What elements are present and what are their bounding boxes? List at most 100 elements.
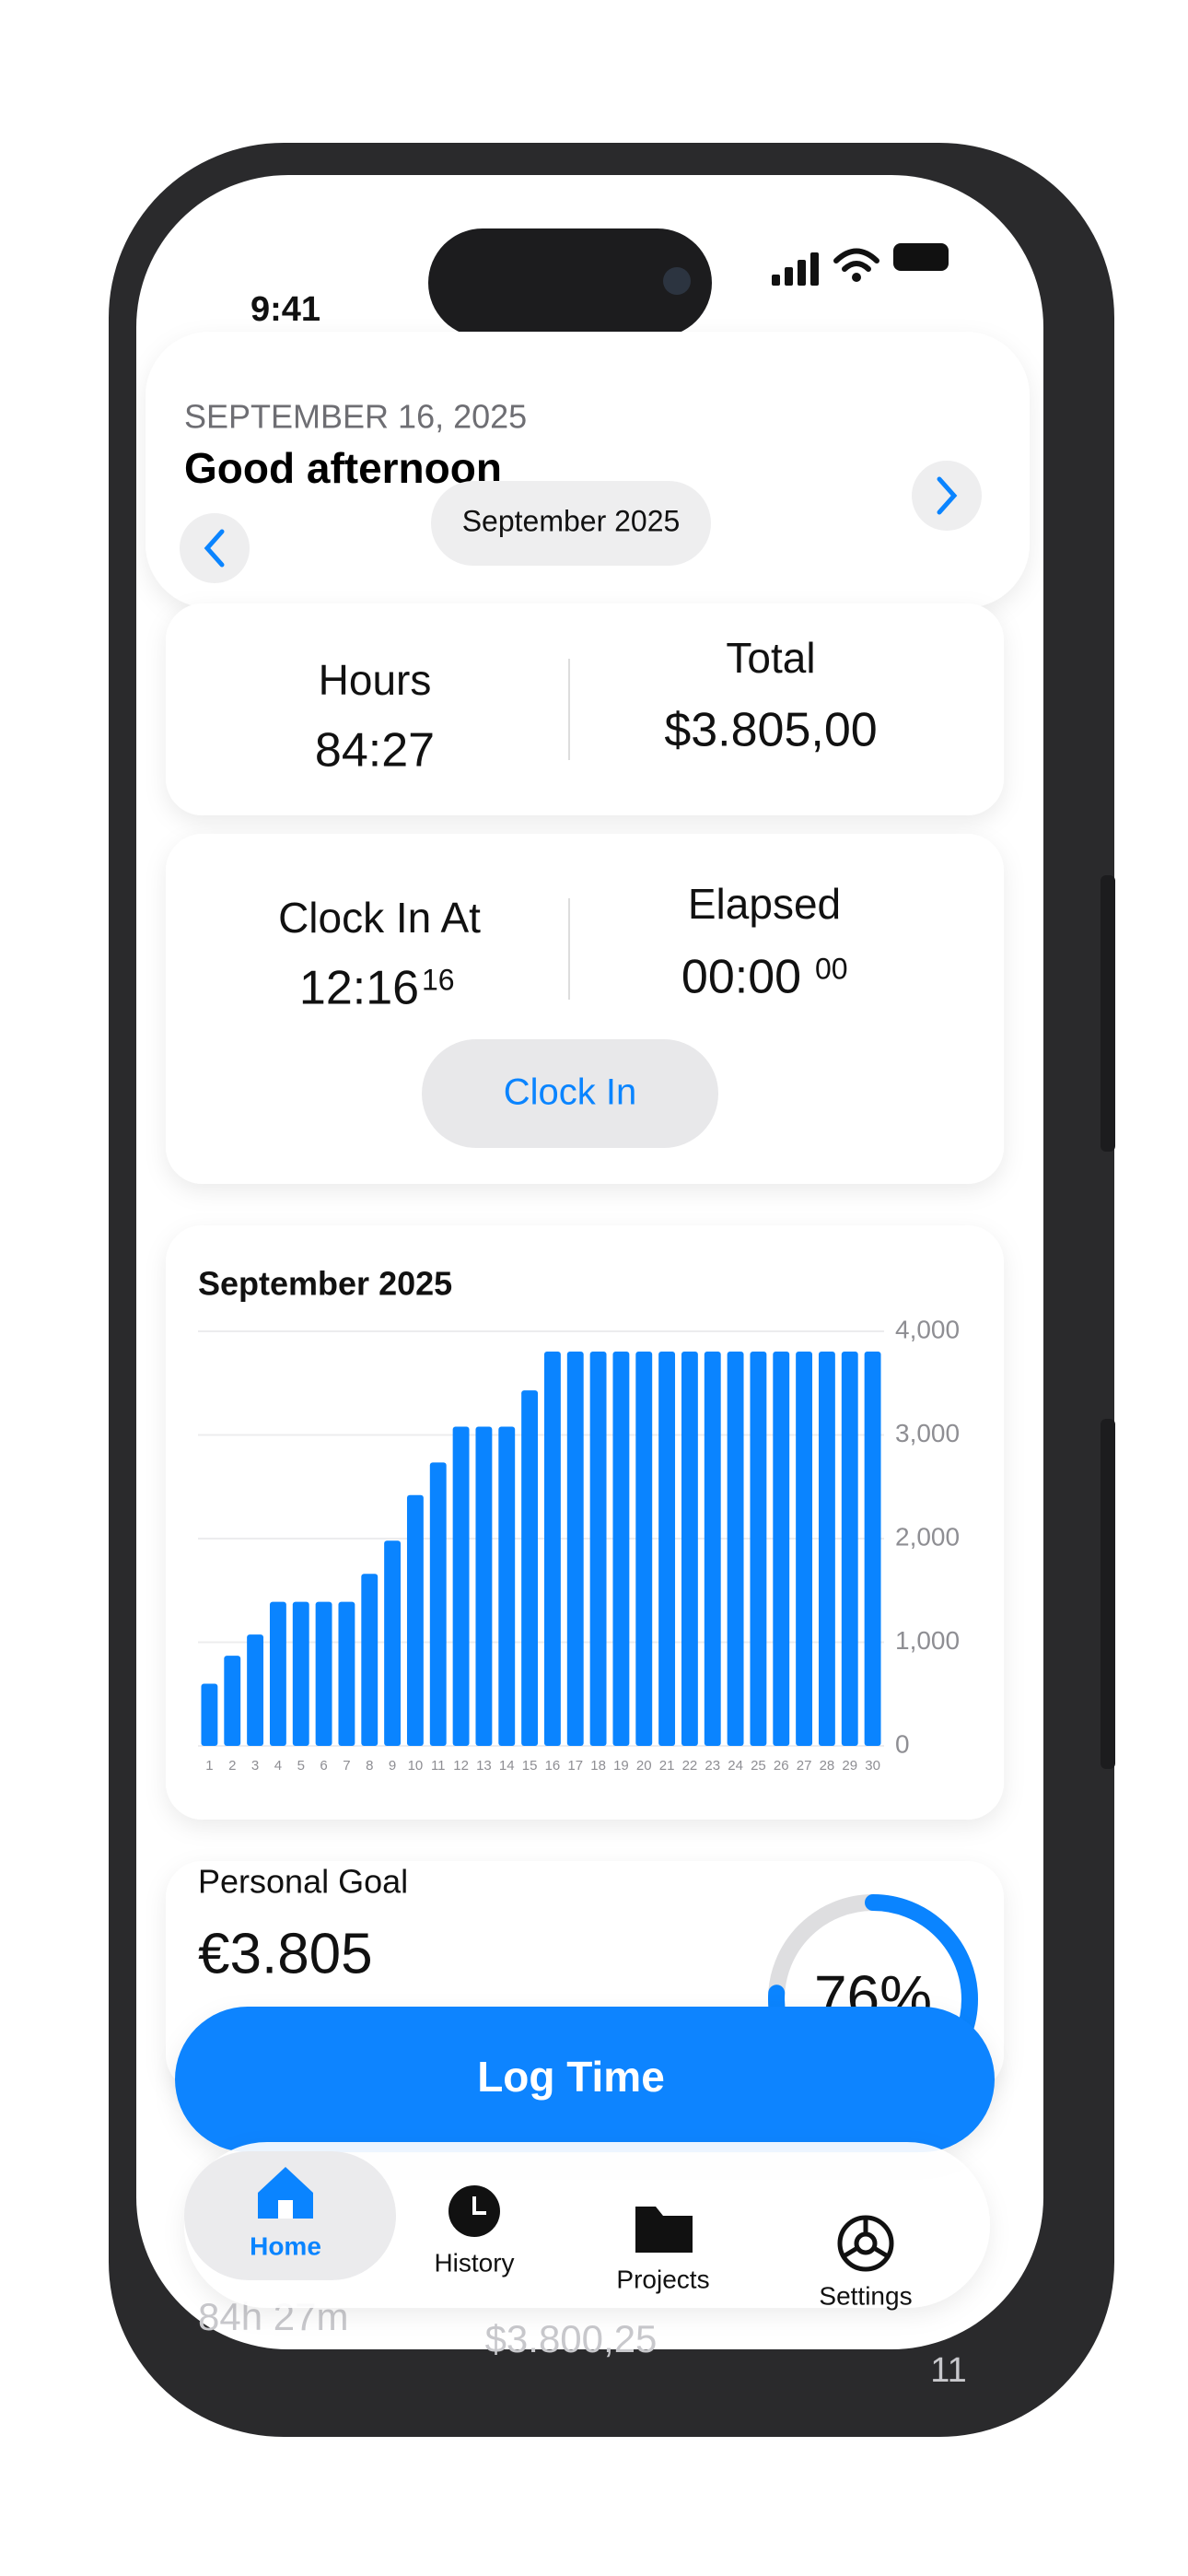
bar: [727, 1351, 744, 1746]
y-tick-label: 0: [895, 1729, 910, 1758]
bar: [201, 1683, 218, 1746]
bar: [841, 1351, 858, 1746]
side-button: [1101, 875, 1115, 1152]
header-card: [146, 332, 1030, 608]
bar: [361, 1574, 379, 1746]
greeting: Good afternoon: [184, 444, 502, 492]
chevron-left: [204, 529, 225, 568]
x-tick-label: 23: [705, 1758, 720, 1774]
camera: [663, 267, 691, 295]
x-tick-label: 7: [343, 1758, 350, 1774]
x-tick-label: 30: [865, 1758, 880, 1774]
bar: [796, 1351, 813, 1746]
wifi-dot: [852, 273, 861, 282]
history-icon-hands: [472, 2196, 486, 2215]
tab-history[interactable]: History: [434, 2248, 514, 2277]
date: SEPTEMBER 16, 2025: [184, 398, 527, 436]
log-time-label: Log Time: [477, 2053, 665, 2101]
x-tick-label: 28: [820, 1758, 835, 1774]
hours-value: 84:27: [315, 724, 435, 778]
bar: [338, 1601, 355, 1746]
status-time: 9:41: [250, 290, 320, 329]
chevron-right: [937, 476, 958, 515]
goal-title: Personal Goal: [198, 1863, 408, 1901]
behind-amount: $3.800,25: [485, 2317, 658, 2360]
bar: [704, 1351, 721, 1746]
clock-card: [166, 834, 1004, 1184]
x-tick-label: 24: [728, 1758, 743, 1774]
x-tick-label: 15: [522, 1758, 538, 1774]
x-tick-label: 12: [453, 1758, 469, 1774]
x-tick-label: 22: [682, 1758, 698, 1774]
bar: [224, 1656, 241, 1746]
x-tick-label: 16: [545, 1758, 561, 1774]
x-tick-label: 5: [297, 1758, 305, 1774]
x-tick-label: 21: [659, 1758, 675, 1774]
tab-home[interactable]: Home: [250, 2231, 321, 2260]
wifi-icon: [833, 248, 879, 272]
bar: [521, 1390, 539, 1746]
projects-icon: [635, 2207, 693, 2253]
x-tick-label: 13: [476, 1758, 492, 1774]
chart-title: September 2025: [198, 1265, 452, 1303]
bar: [429, 1462, 447, 1746]
hours-label: Hours: [319, 656, 432, 704]
next-month-button[interactable]: [912, 461, 982, 531]
month-pill: [431, 481, 711, 566]
x-tick-label: 10: [408, 1758, 424, 1774]
tab-settings[interactable]: Settings: [819, 2281, 912, 2310]
x-tick-label: 3: [251, 1758, 259, 1774]
x-tick-label: 2: [228, 1758, 236, 1774]
summary-card: [166, 603, 1004, 815]
behind-count: 11: [930, 2351, 966, 2390]
clock-in-seconds: 16: [422, 963, 455, 996]
bar: [658, 1351, 676, 1746]
x-tick-label: 8: [366, 1758, 373, 1774]
x-tick-label: 11: [431, 1758, 446, 1774]
x-tick-label: 25: [751, 1758, 766, 1774]
bar: [475, 1426, 493, 1746]
y-tick-label: 4,000: [895, 1315, 960, 1343]
bar: [589, 1351, 607, 1746]
bar: [681, 1351, 698, 1746]
total-label: Total: [726, 634, 815, 682]
x-tick-label: 9: [389, 1758, 396, 1774]
y-tick-label: 1,000: [895, 1626, 960, 1655]
x-tick-label: 20: [636, 1758, 652, 1774]
signal-icon: [772, 252, 819, 286]
x-tick-label: 18: [590, 1758, 606, 1774]
y-tick-label: 3,000: [895, 1419, 960, 1447]
bar: [543, 1351, 561, 1746]
bar: [292, 1601, 309, 1746]
bar: [384, 1540, 402, 1746]
bar: [247, 1634, 264, 1746]
goal-amount: €3.805: [198, 1922, 373, 1985]
clock-in-button-label: Clock In: [504, 1072, 637, 1113]
log-time-button[interactable]: [175, 2007, 995, 2152]
bar: [315, 1601, 332, 1746]
bar: [498, 1426, 516, 1746]
x-tick-label: 4: [274, 1758, 282, 1774]
prev-month-button[interactable]: [180, 513, 250, 583]
x-tick-label: 14: [499, 1758, 515, 1774]
elapsed-seconds: 00: [815, 952, 848, 985]
elapsed-label: Elapsed: [688, 880, 841, 928]
clock-in-label: Clock In At: [278, 894, 481, 942]
side-button: [1101, 1419, 1115, 1769]
bar: [818, 1351, 835, 1746]
home-icon: [258, 2167, 313, 2219]
bar: [773, 1351, 790, 1746]
y-tick-label: 2,000: [895, 1522, 960, 1551]
battery-icon: [893, 243, 949, 271]
bar: [864, 1351, 881, 1746]
x-tick-label: 1: [205, 1758, 213, 1774]
bar: [750, 1351, 767, 1746]
x-tick-label: 19: [613, 1758, 629, 1774]
tab-projects[interactable]: Projects: [616, 2265, 709, 2293]
bar: [269, 1601, 286, 1746]
x-tick-label: 6: [320, 1758, 327, 1774]
clock-in-button[interactable]: [422, 1039, 718, 1148]
x-tick-label: 26: [774, 1758, 789, 1774]
